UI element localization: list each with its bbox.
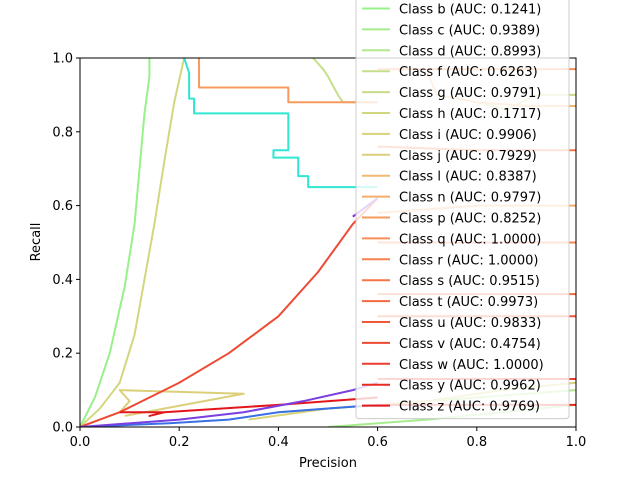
legend-label: Class l (AUC: 0.8387) [399, 170, 537, 185]
y-tick-label: 0.6 [52, 199, 73, 214]
series-line-21 [80, 403, 378, 427]
legend-label: Class q (AUC: 1.0000) [399, 232, 541, 247]
legend-label: Class s (AUC: 0.9515) [399, 274, 540, 289]
legend-label: Class b (AUC: 0.1241) [399, 3, 541, 18]
legend-label: Class c (AUC: 0.9389) [399, 23, 540, 38]
x-axis-title: Precision [299, 456, 357, 471]
x-tick-label: 1.0 [566, 435, 587, 450]
y-tick-label: 0.8 [52, 125, 73, 140]
series-line-5 [80, 58, 186, 427]
legend-label: Class f (AUC: 0.6263) [399, 65, 538, 80]
x-tick-label: 0.4 [268, 435, 289, 450]
legend-label: Class h (AUC: 0.1717) [399, 107, 541, 122]
y-tick-label: 0.0 [52, 421, 73, 436]
x-tick-label: 0.8 [466, 435, 487, 450]
legend-box [355, 0, 570, 420]
legend-label: Class z (AUC: 0.9769) [399, 400, 540, 415]
x-tick-label: 0.6 [367, 435, 388, 450]
legend-label: Class t (AUC: 0.9973) [399, 295, 538, 310]
legend-label: Class i (AUC: 0.9906) [399, 128, 537, 143]
series-line-10 [198, 58, 378, 104]
legend-label: Class g (AUC: 0.9791) [399, 86, 541, 101]
legend-label: Class y (AUC: 0.9962) [399, 379, 541, 394]
legend-label: Class u (AUC: 0.9833) [399, 316, 541, 331]
x-tick-label: 0.0 [70, 435, 91, 450]
y-axis-title: Recall [29, 223, 44, 262]
legend-label: Class d (AUC: 0.8993) [399, 44, 541, 59]
legend-label: Class v (AUC: 0.4754) [399, 337, 541, 352]
legend-label: Class p (AUC: 0.8252) [399, 212, 541, 227]
series-line-20 [183, 58, 378, 189]
series-line-7 [118, 389, 245, 417]
y-tick-label: 1.0 [52, 52, 73, 67]
legend-label: Class r (AUC: 1.0000) [399, 253, 538, 268]
ticks-layer: 0.0 0.2 0.4 0.6 0.8 1.0 0.0 0.2 0.4 0.6 0.8 1.0 [52, 52, 586, 451]
series-line-19 [119, 396, 378, 417]
y-tick-label: 0.4 [52, 273, 73, 288]
y-tick-label: 0.2 [52, 347, 73, 362]
series-line-0 [80, 58, 151, 427]
legend-label: Class j (AUC: 0.7929) [399, 149, 537, 164]
x-tick-label: 0.2 [169, 435, 190, 450]
legend: Class b (AUC: 0.1241) Class c (AUC: 0.938… [355, 0, 570, 420]
plot-frame [79, 57, 577, 428]
legend-label: Class w (AUC: 1.0000) [399, 358, 544, 373]
series-line-16 [80, 197, 379, 427]
legend-label: Class n (AUC: 0.9797) [399, 191, 541, 206]
